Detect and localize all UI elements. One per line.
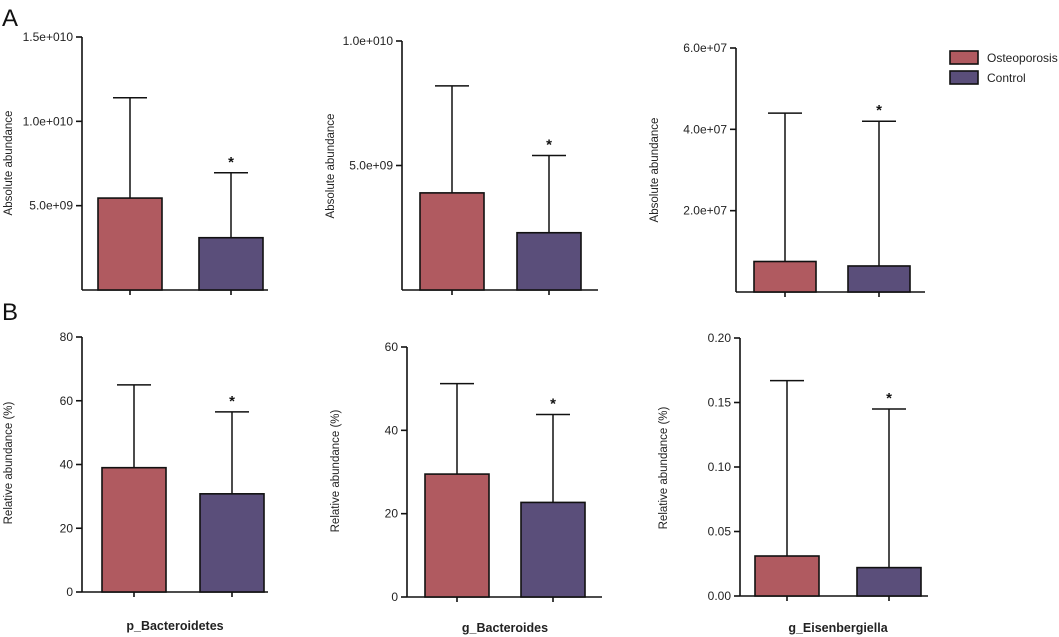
- y-tick-label: 1.0e+010: [343, 34, 394, 48]
- chart-a-g-eisenbergiella: 2.0e+07 4.0e+07 6.0e+07 Absolute abundance *: [649, 41, 925, 297]
- y-tick-label: 60: [60, 394, 74, 408]
- y-tick-label: 4.0e+07: [683, 122, 727, 136]
- panel-label-a: A: [2, 5, 18, 32]
- y-axis-title: Relative abundance (%): [3, 401, 15, 524]
- y-tick-label: 60: [385, 340, 399, 354]
- y-tick-label: 20: [385, 507, 399, 521]
- y-tick-label: 2.0e+07: [683, 204, 727, 218]
- legend-label-control: Control: [987, 71, 1026, 85]
- y-tick-label: 0.15: [708, 396, 732, 410]
- panel-label-b: B: [2, 299, 18, 326]
- bar-control: [199, 493, 265, 593]
- legend-swatch-osteoporosis: [949, 50, 979, 65]
- bar-osteoporosis: [101, 466, 167, 593]
- y-tick-label: 40: [60, 458, 74, 472]
- y-tick-label: 0.20: [708, 331, 732, 345]
- y-axis-title: Relative abundance (%): [330, 409, 342, 532]
- significance-marker: *: [546, 137, 552, 154]
- y-tick-label: 0: [391, 590, 398, 604]
- significance-marker: *: [229, 393, 235, 410]
- y-tick-label: 0.05: [708, 525, 732, 539]
- y-axis-title: Absolute abundance: [325, 114, 337, 219]
- bar-control: [520, 501, 586, 598]
- y-tick-label: 80: [60, 330, 74, 344]
- bar-osteoporosis: [753, 260, 817, 293]
- y-tick-label: 6.0e+07: [683, 41, 727, 55]
- bar-control: [847, 265, 911, 293]
- y-axis-title: Relative abundance (%): [658, 406, 670, 529]
- bar-control: [516, 231, 582, 291]
- bar-osteoporosis: [754, 555, 820, 597]
- chart-b-g-eisenbergiella: 0.00 0.05 0.10 0.15 0.20 Relative abundance (…: [658, 331, 928, 635]
- y-tick-label: 20: [60, 521, 74, 535]
- significance-marker: *: [886, 390, 892, 407]
- bar-control: [198, 236, 264, 291]
- y-tick-label: 1.0e+010: [23, 114, 74, 128]
- significance-marker: *: [228, 154, 234, 171]
- bar-osteoporosis: [97, 197, 163, 291]
- x-axis-category-label: g_Eisenbergiella: [788, 621, 888, 635]
- bar-osteoporosis: [419, 192, 485, 291]
- legend-label-osteoporosis: Osteoporosis: [987, 51, 1058, 65]
- y-tick-label: 5.0e+09: [29, 199, 73, 213]
- chart-a-p-bacteroidetes: 5.0e+09 1.0e+010 1.5e+010 Absolute abundanc…: [3, 30, 268, 295]
- chart-b-p-bacteroidetes: 0 20 40 60 80 Relative abundance (%) * p_Bacter…: [3, 330, 268, 633]
- y-axis-title: Absolute abundance: [3, 111, 15, 216]
- legend-swatch-control: [949, 70, 979, 85]
- chart-a-g-bacteroides: 5.0e+09 1.0e+010 Absolute abundance *: [325, 34, 598, 295]
- x-axis-category-label: g_Bacteroides: [462, 621, 548, 635]
- y-tick-label: 0: [66, 585, 73, 599]
- y-tick-label: 5.0e+09: [349, 159, 393, 173]
- y-tick-label: 1.5e+010: [23, 30, 74, 44]
- bar-control: [856, 566, 922, 597]
- bar-osteoporosis: [424, 473, 490, 598]
- significance-marker: *: [876, 102, 882, 119]
- charts-container: 5.0e+09 1.0e+010 1.5e+010 Absolute abundanc…: [3, 30, 928, 635]
- x-axis-category-label: p_Bacteroidetes: [126, 619, 223, 633]
- y-tick-label: 0.00: [708, 589, 732, 603]
- significance-marker: *: [550, 396, 556, 413]
- chart-b-g-bacteroides: 0 20 40 60 Relative abundance (%) * g_Bacteroi…: [330, 340, 602, 635]
- y-tick-label: 40: [385, 423, 399, 437]
- y-axis-title: Absolute abundance: [649, 118, 661, 223]
- legend: Osteoporosis Control: [949, 50, 1058, 85]
- y-tick-label: 0.10: [708, 460, 732, 474]
